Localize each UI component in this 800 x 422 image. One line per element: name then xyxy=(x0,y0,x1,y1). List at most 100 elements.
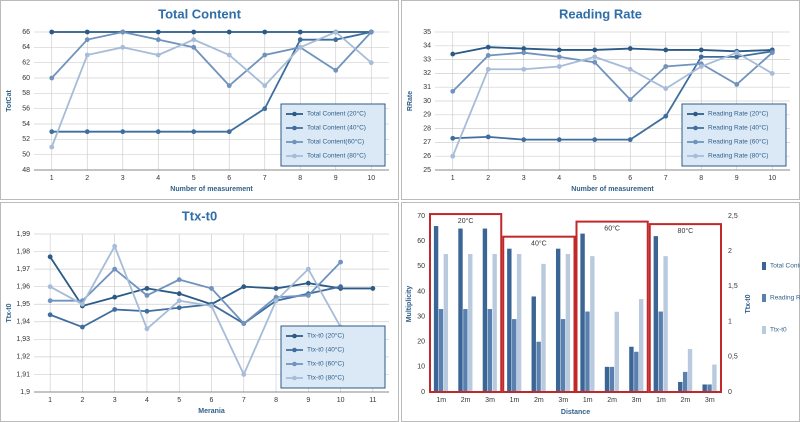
bar xyxy=(555,248,561,392)
x-tick-label: 3 xyxy=(113,397,117,404)
point xyxy=(80,301,85,307)
bar xyxy=(433,226,439,392)
point xyxy=(734,50,740,56)
point xyxy=(556,137,562,143)
x-tick-label: 1m xyxy=(436,397,446,404)
point xyxy=(80,324,85,330)
x-tick-label: 3 xyxy=(522,175,526,182)
legend-label: Total Content (80°C) xyxy=(307,152,366,160)
point xyxy=(627,66,633,72)
point xyxy=(333,67,339,73)
y-tick-label: 66 xyxy=(22,29,30,36)
point xyxy=(155,29,161,35)
y-tick-label: 60 xyxy=(417,238,425,245)
point xyxy=(49,144,55,150)
point xyxy=(144,286,150,291)
y-tick-label: 1,99 xyxy=(16,231,30,238)
point xyxy=(226,129,232,135)
y-tick-label: 29 xyxy=(423,112,431,119)
bar xyxy=(463,309,468,392)
y-tick-label: 1,97 xyxy=(16,266,30,273)
legend-marker xyxy=(292,111,297,117)
y-axis-title: RRate xyxy=(407,91,414,111)
x-tick-label: 1m xyxy=(656,397,666,404)
legend-swatch xyxy=(762,294,766,302)
series-line xyxy=(50,261,342,325)
point xyxy=(273,298,279,304)
x-tick-label: 7 xyxy=(664,175,668,182)
bar xyxy=(682,371,688,392)
y-tick-label: 30 xyxy=(423,98,431,105)
legend-label: Total Content xyxy=(770,263,800,270)
point xyxy=(49,129,55,135)
x-tick-label: 10 xyxy=(337,397,345,404)
x-tick-label: 2 xyxy=(486,175,490,182)
series-line xyxy=(49,244,342,377)
point xyxy=(698,47,704,53)
point xyxy=(144,308,150,314)
point xyxy=(47,284,53,290)
x-tick-label: 11 xyxy=(369,397,376,404)
bar xyxy=(487,309,492,392)
x-tick-label: 1 xyxy=(50,175,54,182)
point xyxy=(191,44,197,50)
x-tick-label: 1 xyxy=(451,175,455,182)
x-tick-label: 9 xyxy=(334,175,338,182)
y-tick-label: 50 xyxy=(22,152,30,159)
point xyxy=(262,29,268,35)
point xyxy=(305,280,311,286)
bar xyxy=(507,248,512,392)
point xyxy=(84,129,90,135)
bar xyxy=(653,236,659,392)
x-tick-label: 4 xyxy=(145,397,149,404)
y-tick-label: 32 xyxy=(423,70,431,77)
x-tick-label: 10 xyxy=(367,175,375,182)
legend-label: Reading Rate xyxy=(770,295,800,302)
legend-swatch xyxy=(762,262,766,270)
x-tick-label: 4 xyxy=(557,175,561,182)
point xyxy=(734,82,740,87)
legend-marker xyxy=(292,139,297,145)
bar xyxy=(707,384,712,392)
x-tick-label: 3m xyxy=(485,397,495,404)
bar xyxy=(678,381,683,392)
point xyxy=(155,52,161,58)
legend-label: Total Content (20°C) xyxy=(307,110,366,118)
point xyxy=(338,259,343,265)
y-tick-label: 35 xyxy=(423,29,431,36)
point xyxy=(592,59,598,65)
x-tick-label: 5 xyxy=(593,175,597,182)
legend-label: Ttx-t0 (20°C) xyxy=(307,332,344,340)
point xyxy=(120,129,126,135)
bar xyxy=(634,351,639,392)
legend-swatch xyxy=(762,326,766,334)
legend-marker xyxy=(292,333,297,339)
point xyxy=(521,137,527,143)
bar xyxy=(712,364,717,392)
bar xyxy=(580,233,585,392)
group-box xyxy=(429,213,503,393)
legend-marker xyxy=(292,153,297,159)
bar xyxy=(536,341,541,392)
legend-label: Reading Rate (80°C) xyxy=(708,152,768,160)
y-tick-label: 70 xyxy=(417,213,425,220)
y-tick-label: 27 xyxy=(423,139,431,146)
x-tick-label: 5 xyxy=(177,397,181,404)
y-tick-label: 31 xyxy=(423,84,431,91)
point xyxy=(226,29,232,35)
point xyxy=(305,266,311,272)
y-tick-label: 28 xyxy=(423,125,431,132)
point xyxy=(144,293,150,298)
series-line xyxy=(452,46,773,55)
y-tick-label: 1,98 xyxy=(16,248,30,255)
group-box xyxy=(502,235,576,393)
y-tick-label: 1,94 xyxy=(16,319,30,326)
point xyxy=(209,303,214,309)
point xyxy=(338,284,343,290)
point xyxy=(47,254,53,260)
x-axis-title: Number of measurement xyxy=(170,186,253,193)
y-tick-label: 1,93 xyxy=(16,336,30,343)
group-box xyxy=(575,220,649,393)
point xyxy=(734,54,740,60)
